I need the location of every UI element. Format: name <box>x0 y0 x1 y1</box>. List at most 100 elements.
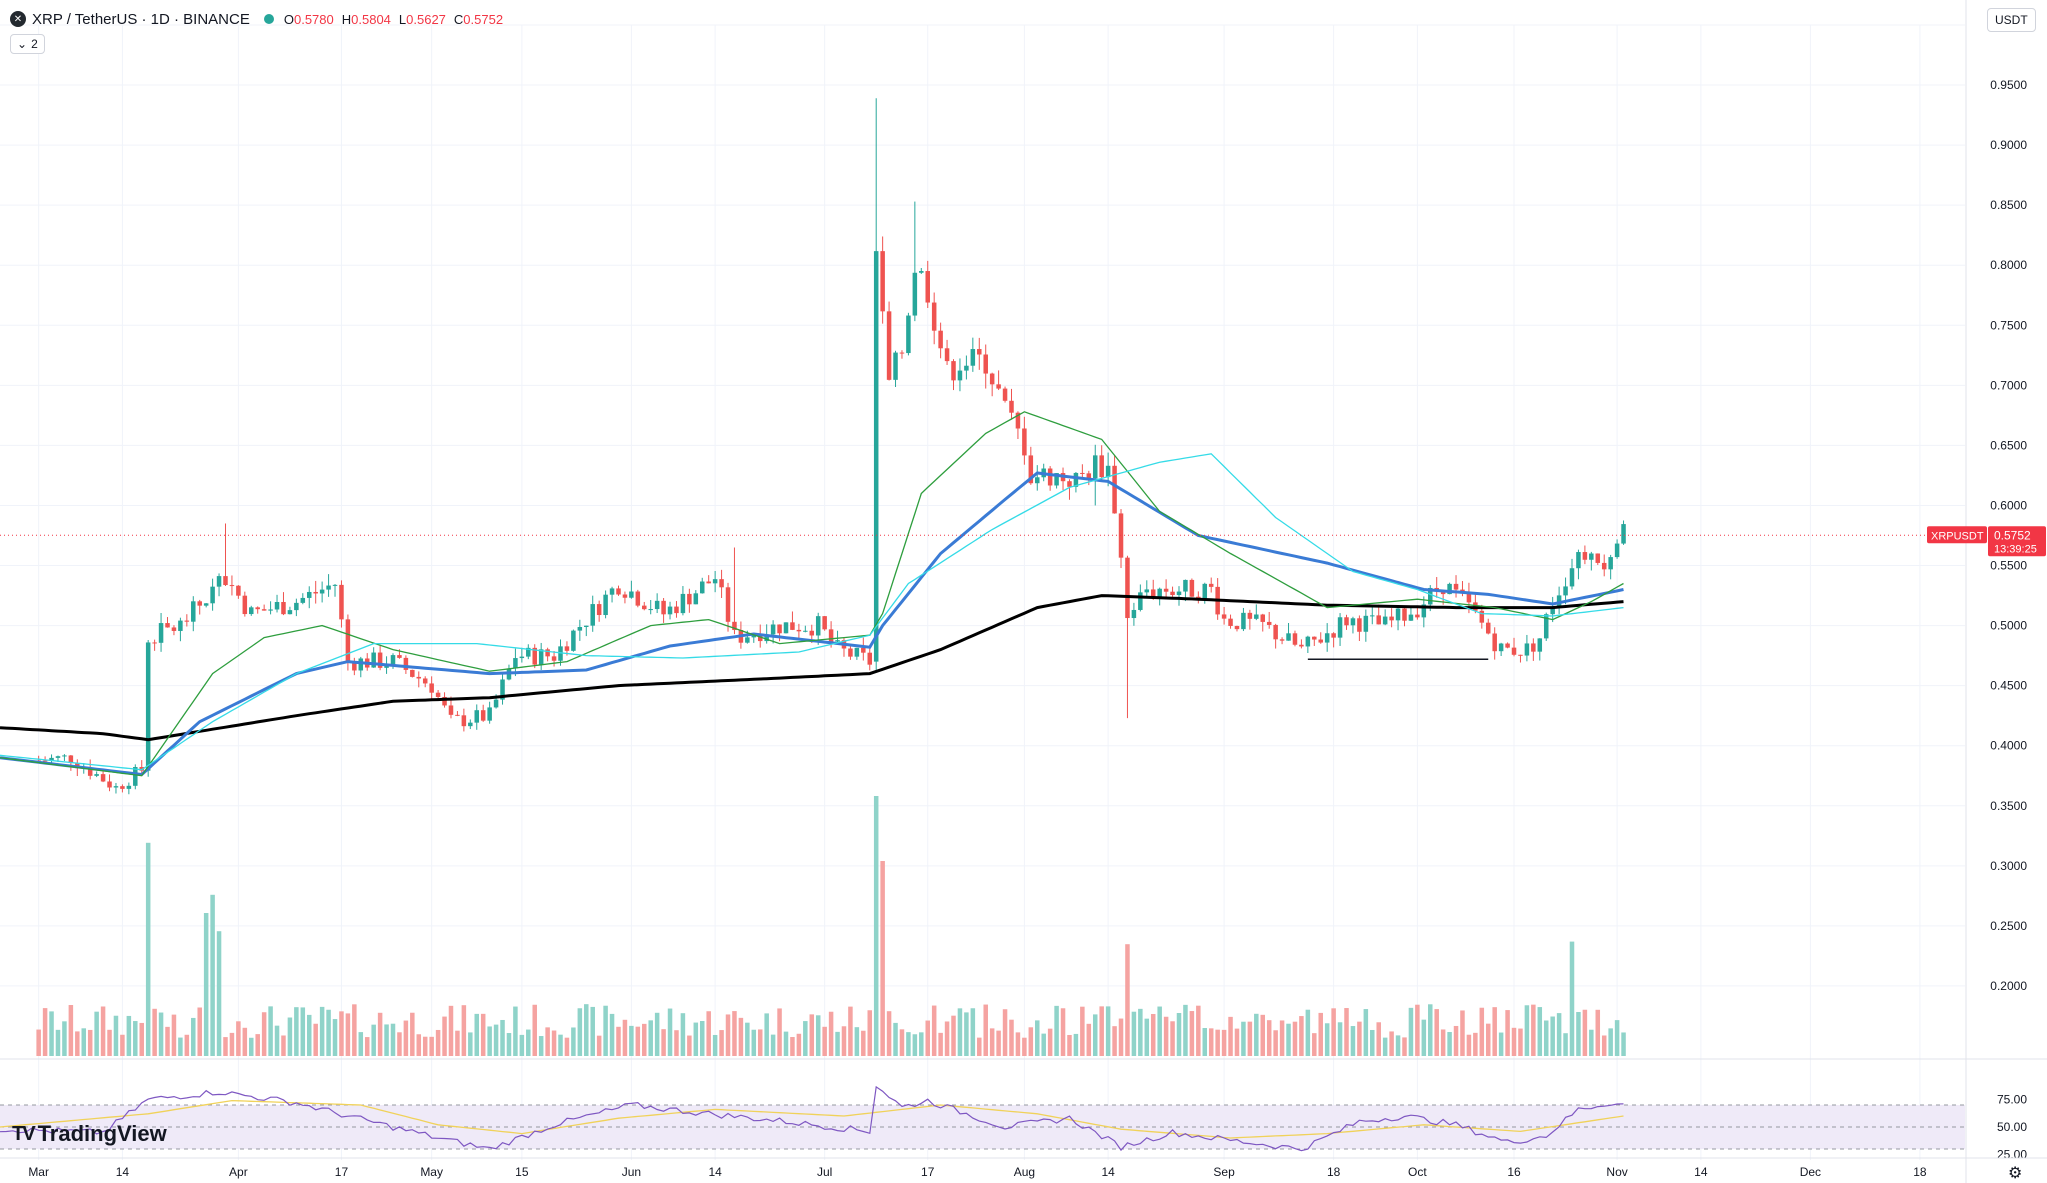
time-axis: Mar 14 Apr 17 May 15 Jun 14 Jul 17 Aug 14 Sep 18 Oct 16… <box>0 1157 2047 1179</box>
volume-bar <box>1279 1020 1285 1056</box>
volume-bar <box>1292 1021 1298 1056</box>
volume-bar <box>770 1034 776 1056</box>
candle-body <box>500 679 505 700</box>
price-tick-label: 0.2500 <box>1990 919 2027 933</box>
volume-bar <box>867 1010 873 1056</box>
volume-bar <box>674 1030 679 1056</box>
time-tick-label: Jul <box>817 1165 832 1179</box>
volume-bar <box>584 1004 589 1056</box>
price-tick-label: 0.4500 <box>1990 679 2027 693</box>
volume-bar <box>113 1015 119 1056</box>
ohlc-close: C0.5752 <box>453 11 504 27</box>
candle-body <box>822 616 827 630</box>
volume-bar <box>1473 1032 1478 1056</box>
volume-bar <box>1157 1006 1162 1056</box>
candle-body <box>339 584 344 620</box>
candle-body <box>332 584 338 586</box>
candle-body <box>455 714 460 716</box>
candle-body <box>1312 636 1317 640</box>
price-tick-label: 0.6000 <box>1990 498 2027 512</box>
candle-body <box>377 652 383 668</box>
candle-body <box>983 354 988 374</box>
volume-bar <box>1118 1018 1124 1056</box>
volume-bar <box>648 1020 653 1056</box>
candle-body <box>609 588 615 595</box>
volume-bar <box>706 1011 711 1056</box>
price-axis: 1.00000.95000.90000.85000.80000.75000.70… <box>1965 0 2027 1183</box>
volume-bar <box>790 1037 795 1056</box>
volume-bar <box>1254 1013 1259 1056</box>
volume-bar <box>571 1027 576 1056</box>
volume-bar <box>757 1029 763 1056</box>
candle-body <box>783 622 789 634</box>
candle-body <box>757 634 763 642</box>
candle-body <box>1582 552 1588 560</box>
candle-body <box>133 767 138 786</box>
volume-bar <box>1183 1004 1188 1056</box>
volume-bar <box>1144 1018 1150 1056</box>
volume-bar <box>1105 1006 1111 1056</box>
candle-body <box>1157 588 1162 597</box>
candle-body <box>326 585 331 590</box>
candle-body <box>815 616 821 636</box>
volume-bar <box>332 1019 338 1056</box>
volume-bar <box>751 1029 757 1056</box>
volume-bar <box>377 1012 383 1056</box>
volume-bar <box>1485 1023 1491 1056</box>
candle-body <box>835 640 840 642</box>
settings-gear-icon[interactable]: ⚙ <box>2008 1165 2023 1182</box>
volume-bar <box>1299 1016 1304 1056</box>
candle-body <box>287 610 293 615</box>
volume-bar <box>1511 1027 1517 1056</box>
candle-body <box>764 634 769 642</box>
candle-body <box>139 767 144 771</box>
volume-bar <box>145 842 151 1056</box>
candle-body <box>1221 614 1227 619</box>
time-tick-label: Mar <box>28 1165 49 1179</box>
candle-body <box>629 591 634 598</box>
volume-bar <box>493 1024 499 1056</box>
volume-bar <box>880 861 885 1056</box>
candle-body <box>584 625 589 628</box>
volume-bar <box>94 1011 99 1056</box>
volume-bar <box>397 1032 402 1056</box>
candle-body <box>899 352 905 354</box>
volume-bar <box>1028 1027 1034 1056</box>
volume-bar <box>1022 1037 1027 1056</box>
price-tick-label: 0.3000 <box>1990 859 2027 873</box>
price-tick-label: 0.4000 <box>1990 739 2027 753</box>
candle-body <box>1170 591 1175 596</box>
indicators-toggle-button[interactable]: ⌄ 2 <box>10 34 45 54</box>
volume-bar <box>906 1032 911 1056</box>
candle-body <box>906 315 911 354</box>
volume-bar <box>1492 1007 1497 1056</box>
volume-bar <box>1054 1005 1059 1056</box>
chevron-down-icon: ⌄ <box>17 37 28 51</box>
volume-bar <box>1569 941 1575 1056</box>
candle-body <box>1601 562 1607 570</box>
volume-bar <box>989 1028 995 1056</box>
candle-body <box>1189 579 1195 597</box>
candle-body <box>1344 617 1349 626</box>
candle-body <box>513 658 518 669</box>
tradingview-logo[interactable]: TV TradingView <box>12 1121 167 1147</box>
candle-body <box>564 646 570 651</box>
rsi-pane <box>0 1085 1965 1152</box>
currency-unit-button[interactable]: USDT <box>1987 8 2036 32</box>
volume-bar <box>835 1031 840 1056</box>
volume-bar <box>442 1016 447 1056</box>
volume-bar <box>803 1021 808 1056</box>
time-tick-label: 14 <box>116 1165 130 1179</box>
volume-bar <box>1009 1019 1014 1056</box>
candle-body <box>1395 608 1401 621</box>
candle-body <box>1009 400 1014 413</box>
candle-body <box>1563 586 1568 596</box>
volume-bar <box>1099 1006 1104 1056</box>
volume-bar <box>1002 1009 1008 1056</box>
volume-bar <box>828 1011 834 1056</box>
candle-body <box>970 349 976 366</box>
volume-bar <box>841 1026 847 1056</box>
symbol-title[interactable]: XRP / TetherUS · 1D · BINANCE <box>32 10 250 28</box>
